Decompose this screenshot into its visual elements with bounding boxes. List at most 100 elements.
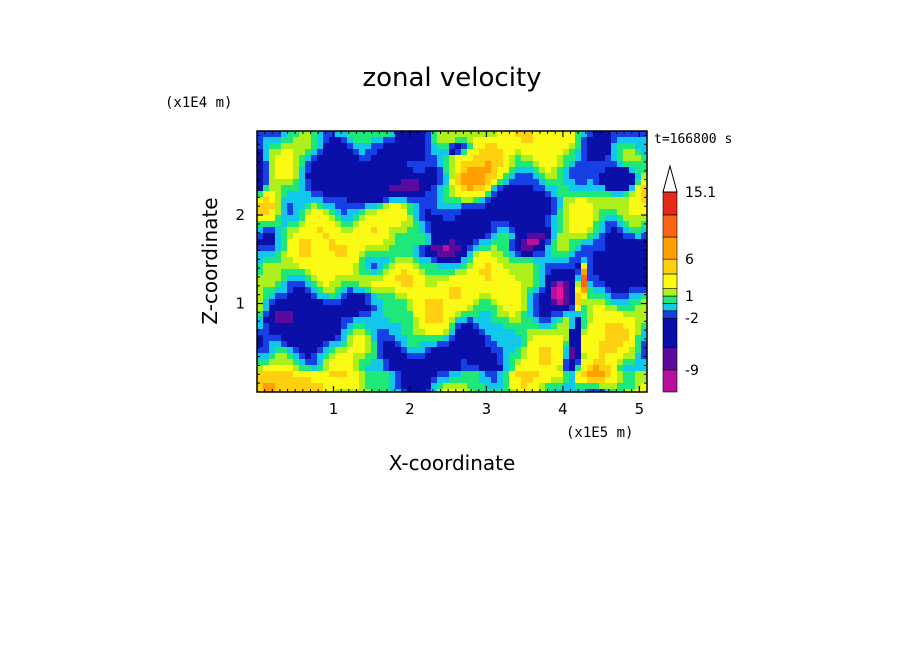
heatmap-cell: [635, 197, 642, 204]
heatmap-cell: [269, 161, 276, 168]
heatmap-cell: [461, 251, 468, 258]
heatmap-cell: [347, 299, 354, 306]
heatmap-cell: [581, 179, 588, 186]
heatmap-cell: [395, 311, 402, 318]
heatmap-cell: [593, 311, 600, 318]
heatmap-cell: [515, 281, 522, 288]
heatmap-cell: [341, 275, 348, 282]
heatmap-cell: [545, 203, 552, 210]
heatmap-cell: [617, 371, 624, 378]
heatmap-cell: [629, 203, 636, 210]
heatmap-cell: [335, 209, 342, 216]
heatmap-cell: [305, 389, 312, 392]
heatmap-cell: [581, 185, 588, 192]
heatmap-cell: [371, 185, 378, 192]
heatmap-cell: [539, 221, 546, 228]
heatmap-cell: [395, 155, 402, 162]
heatmap-cell: [467, 167, 474, 174]
heatmap-cell: [575, 233, 582, 240]
heatmap-cell: [323, 245, 330, 252]
heatmap-cell: [473, 191, 480, 198]
heatmap-cell: [305, 191, 312, 198]
heatmap-cell: [611, 263, 618, 270]
heatmap-cell: [485, 275, 492, 282]
heatmap-cell: [335, 251, 342, 258]
heatmap-cell: [581, 353, 588, 360]
heatmap-cell: [323, 221, 330, 228]
heatmap-cell: [515, 305, 522, 312]
heatmap-cell: [503, 251, 510, 258]
heatmap-cell: [425, 209, 432, 216]
heatmap-cell: [503, 221, 510, 228]
heatmap-cell: [395, 191, 402, 198]
heatmap-cell: [275, 263, 282, 270]
heatmap-cell: [311, 155, 318, 162]
heatmap-cell: [341, 287, 348, 294]
heatmap-cell: [497, 317, 504, 324]
heatmap-cell: [323, 143, 330, 150]
heatmap-cell: [299, 305, 306, 312]
heatmap-cell: [533, 245, 540, 252]
heatmap-cell: [587, 173, 594, 180]
heatmap-cell: [545, 299, 552, 306]
heatmap-cell: [605, 239, 612, 246]
heatmap-cell: [467, 233, 474, 240]
heatmap-cell: [611, 335, 618, 342]
heatmap-cell: [311, 293, 318, 300]
heatmap-cell: [263, 389, 270, 392]
heatmap-cell: [467, 341, 474, 348]
heatmap-cell: [599, 311, 606, 318]
heatmap-cell: [395, 317, 402, 324]
heatmap-cell: [581, 245, 588, 252]
heatmap-cell: [623, 191, 630, 198]
heatmap-cell: [599, 329, 606, 336]
heatmap-cell: [581, 371, 588, 378]
heatmap-cell: [329, 245, 336, 252]
heatmap-cell: [275, 197, 282, 204]
heatmap-cell: [317, 245, 324, 252]
heatmap-cell: [503, 203, 510, 210]
heatmap-cell: [527, 311, 534, 318]
heatmap-cell: [551, 155, 558, 162]
heatmap-cell: [329, 251, 336, 258]
heatmap-cell: [347, 179, 354, 186]
heatmap-cell: [473, 155, 480, 162]
heatmap-cell: [599, 149, 606, 156]
heatmap-cell: [257, 179, 264, 186]
heatmap-cell: [491, 155, 498, 162]
heatmap-cell: [431, 293, 438, 300]
heatmap-cell: [629, 299, 636, 306]
heatmap-cell: [425, 353, 432, 360]
heatmap-cell: [617, 239, 624, 246]
heatmap-cell: [359, 341, 366, 348]
heatmap-cell: [359, 209, 366, 216]
heatmap-cell: [323, 323, 330, 330]
heatmap-cell: [485, 203, 492, 210]
heatmap-cell: [539, 305, 546, 312]
heatmap-cell: [479, 281, 486, 288]
heatmap-cell: [551, 281, 558, 288]
heatmap-cell: [587, 263, 594, 270]
heatmap-cell: [425, 215, 432, 222]
heatmap-cell: [389, 155, 396, 162]
heatmap-cell: [521, 167, 528, 174]
heatmap-cell: [605, 317, 612, 324]
heatmap-cell: [317, 179, 324, 186]
heatmap-cell: [437, 215, 444, 222]
heatmap-cell: [479, 293, 486, 300]
heatmap-cell: [629, 221, 636, 228]
heatmap-cell: [377, 305, 384, 312]
heatmap-cell: [407, 323, 414, 330]
heatmap-cell: [323, 311, 330, 318]
heatmap-cell: [587, 143, 594, 150]
heatmap-cell: [443, 161, 450, 168]
heatmap-cell: [275, 227, 282, 234]
heatmap-cell: [305, 167, 312, 174]
heatmap-cell: [557, 359, 564, 366]
heatmap-cell: [509, 365, 516, 372]
heatmap-cell: [569, 383, 576, 390]
heatmap-cell: [467, 263, 474, 270]
heatmap-cell: [341, 233, 348, 240]
heatmap-cell: [347, 251, 354, 258]
heatmap-cell: [611, 359, 618, 366]
